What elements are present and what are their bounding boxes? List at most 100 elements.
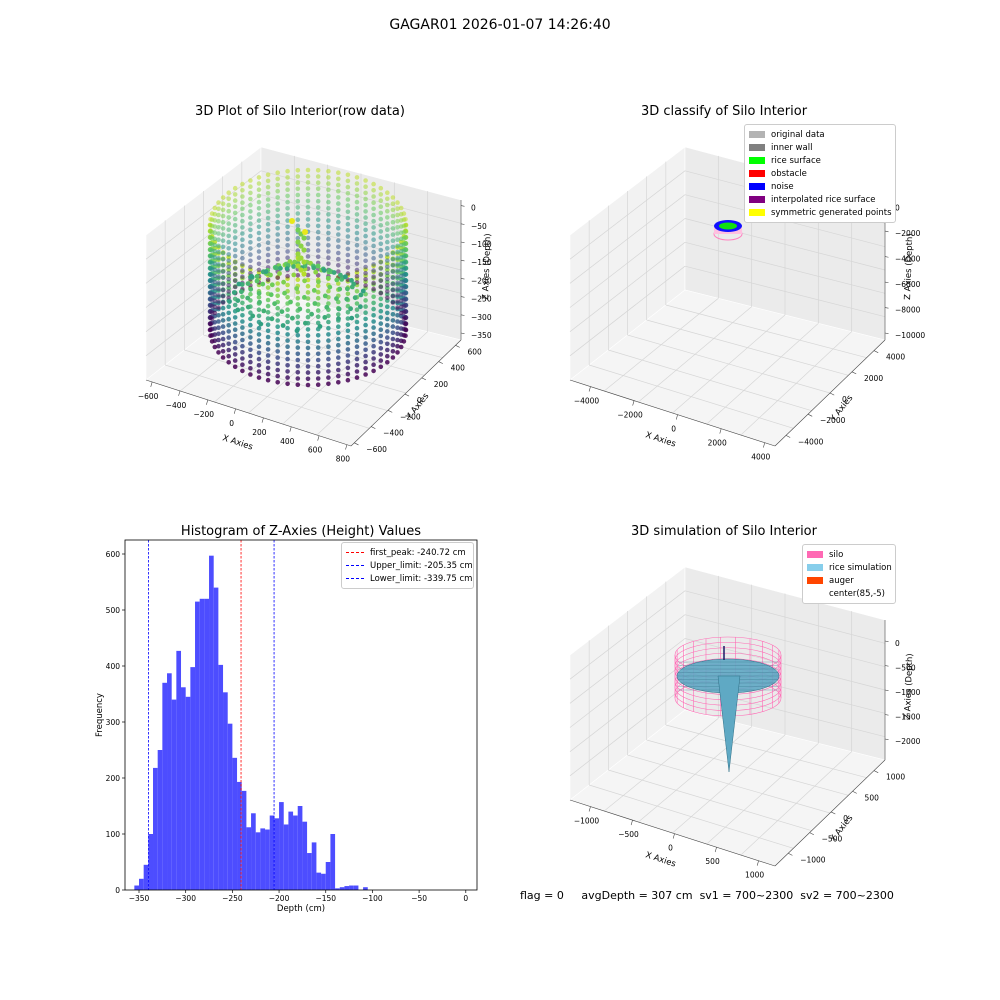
point — [248, 353, 253, 359]
point — [208, 247, 213, 253]
point — [277, 271, 282, 276]
point — [398, 292, 404, 297]
point — [232, 260, 238, 265]
point — [265, 277, 271, 283]
point — [275, 312, 281, 317]
point — [248, 359, 253, 365]
point — [209, 295, 215, 301]
point — [385, 276, 390, 282]
point — [326, 381, 331, 387]
point — [403, 234, 408, 240]
point — [275, 238, 281, 243]
point — [275, 263, 281, 268]
point — [315, 289, 321, 295]
point — [295, 235, 301, 241]
point — [403, 228, 409, 234]
point — [295, 227, 301, 233]
point — [226, 341, 231, 347]
grid-line — [260, 265, 462, 318]
avg-depth-value: avgDepth = 307 cm — [581, 889, 693, 902]
histogram-bar — [143, 864, 149, 890]
tick-label: −4000 — [574, 397, 600, 406]
point — [275, 305, 281, 311]
point — [315, 205, 321, 210]
axis-edge — [569, 799, 776, 867]
point — [295, 351, 301, 357]
point — [265, 234, 271, 239]
point — [220, 336, 226, 342]
point — [301, 271, 307, 277]
point — [269, 316, 275, 322]
point — [207, 309, 213, 314]
point — [248, 304, 253, 309]
point — [220, 257, 226, 262]
grid-line — [214, 306, 328, 403]
tick-label: 2000 — [708, 439, 727, 448]
histogram-bar — [311, 842, 317, 890]
point — [371, 280, 376, 286]
point — [321, 268, 327, 273]
point — [354, 267, 360, 273]
point — [385, 202, 390, 208]
point — [216, 325, 221, 331]
legend-line-swatch — [346, 565, 364, 566]
point — [385, 267, 390, 273]
point — [285, 249, 290, 254]
histogram-bar — [321, 873, 326, 890]
point — [390, 287, 396, 293]
legend-item: rice simulation — [807, 561, 892, 574]
point — [240, 218, 245, 224]
point — [212, 298, 218, 304]
point — [351, 281, 357, 287]
point — [305, 210, 311, 216]
legend-item: rice surface — [749, 154, 891, 167]
point — [220, 287, 226, 293]
point — [295, 283, 301, 289]
point — [275, 373, 281, 379]
point — [209, 229, 215, 235]
point — [248, 178, 253, 183]
point — [378, 198, 384, 203]
point — [315, 308, 321, 313]
point — [295, 376, 301, 381]
point — [354, 230, 360, 236]
point — [226, 335, 231, 340]
point — [248, 273, 253, 279]
point — [232, 315, 238, 320]
point — [212, 264, 218, 270]
point — [371, 255, 376, 261]
point — [354, 212, 360, 217]
point — [282, 262, 288, 268]
legend-item: inner wall — [749, 141, 891, 154]
point — [398, 332, 404, 337]
point — [378, 296, 384, 302]
point — [395, 276, 400, 281]
point — [378, 333, 384, 339]
legend-label: auger — [829, 575, 854, 586]
point — [403, 272, 409, 277]
tick-mark — [460, 314, 465, 316]
point — [268, 272, 273, 278]
point — [248, 264, 253, 270]
point — [209, 246, 215, 252]
point — [209, 314, 215, 320]
point — [345, 297, 351, 303]
point — [285, 295, 290, 300]
point — [275, 219, 281, 225]
point — [232, 296, 238, 302]
point — [216, 276, 221, 281]
point — [311, 263, 316, 269]
point — [209, 291, 215, 297]
point — [226, 360, 231, 365]
point — [317, 324, 323, 329]
tick-label: −250 — [222, 894, 243, 903]
point — [345, 240, 351, 245]
point — [403, 284, 408, 290]
point — [254, 278, 260, 284]
point — [216, 243, 221, 249]
point — [285, 369, 290, 374]
point — [261, 308, 267, 314]
tick-label: 0 — [417, 396, 422, 405]
point — [216, 294, 221, 300]
point — [226, 267, 231, 273]
